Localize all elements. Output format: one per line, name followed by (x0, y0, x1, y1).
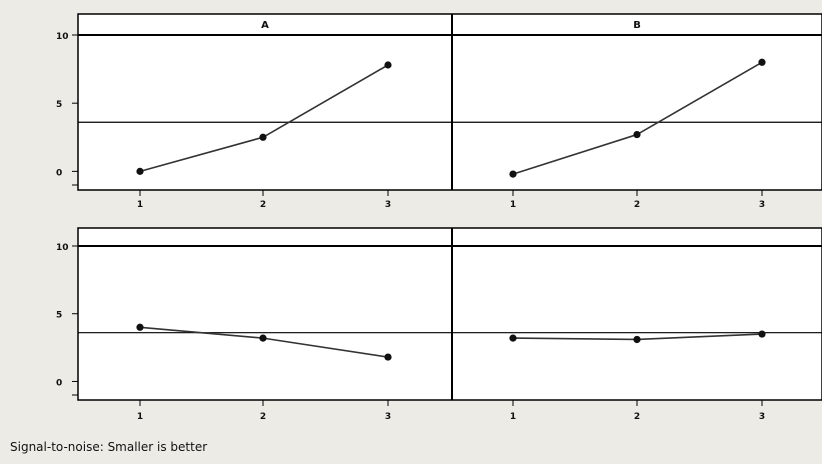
row-1-frame (77, 13, 822, 191)
panel-header-label: A (261, 20, 269, 31)
panel-header-label: B (633, 20, 641, 31)
panels-layer: 10 5 0 A 1 2 3 B 1 2 3 10 5 0 1 2 3 1 2 3 (56, 13, 822, 422)
x-tick-label: 3 (759, 412, 765, 422)
data-point (758, 58, 766, 66)
x-tick-label: 2 (634, 200, 640, 210)
x-tick-label: 1 (510, 200, 516, 210)
data-point (758, 330, 766, 338)
x-tick-label: 2 (260, 200, 266, 210)
data-point (136, 167, 144, 175)
x-tick-label: 3 (385, 412, 391, 422)
data-point (633, 335, 641, 344)
x-tick-label: 2 (260, 412, 266, 422)
data-point (509, 170, 517, 178)
y-tick-label: 10 (56, 243, 69, 253)
data-point (633, 130, 641, 139)
y-tick-label: 0 (56, 378, 62, 388)
y-tick-label: 5 (56, 100, 62, 110)
row-2-frame (77, 227, 822, 401)
x-tick-label: 3 (385, 200, 391, 210)
x-tick-label: 3 (759, 200, 765, 210)
data-point (259, 334, 267, 342)
data-point (136, 323, 144, 331)
x-tick-label: 2 (634, 412, 640, 422)
footnote: Signal-to-noise: Smaller is better (10, 440, 208, 454)
x-tick-label: 1 (510, 412, 516, 422)
y-tick-label: 5 (56, 311, 62, 321)
data-point (509, 334, 517, 342)
data-point (384, 353, 392, 361)
y-tick-label: 10 (56, 32, 69, 42)
y-tick-label: 0 (56, 168, 62, 178)
data-point (384, 61, 392, 69)
x-tick-label: 1 (137, 200, 143, 210)
data-point (259, 133, 267, 141)
x-tick-label: 1 (137, 412, 143, 422)
